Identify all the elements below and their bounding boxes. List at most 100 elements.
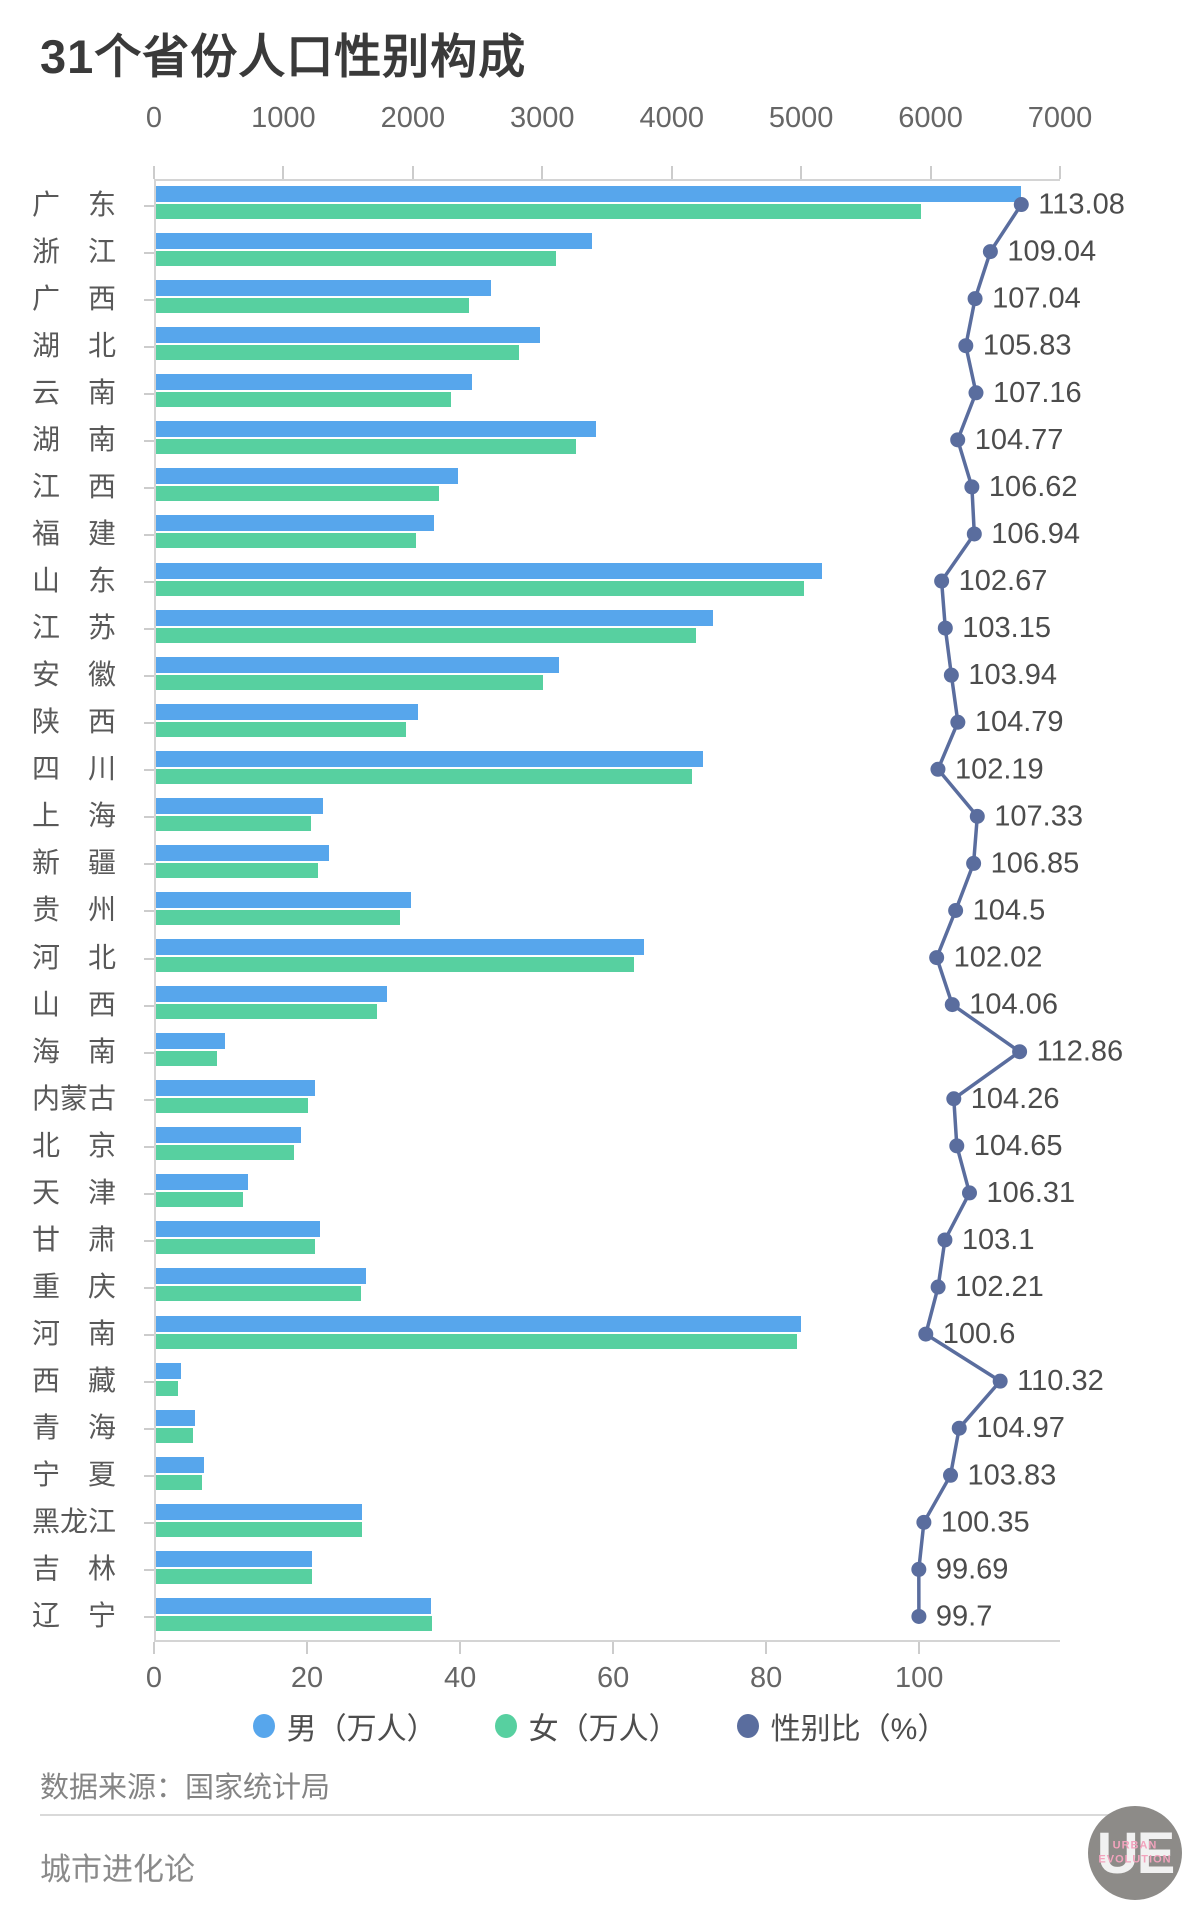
logo-caption: URBAN EVOLUTION	[1098, 1839, 1172, 1865]
province-label: 安 徽	[32, 659, 117, 691]
ratio-value-label: 99.7	[936, 1600, 992, 1632]
top-axis-tick-label: 1000	[251, 102, 316, 134]
male-bar	[156, 1315, 801, 1332]
male-bar	[156, 750, 704, 767]
province-label: 湖 南	[32, 423, 117, 455]
ratio-value-label: 102.19	[955, 753, 1044, 785]
province-label: 北 京	[32, 1129, 117, 1161]
province-label: 黑龙江	[32, 1506, 117, 1538]
ratio-dot	[961, 1185, 977, 1201]
male-bar	[156, 1456, 204, 1473]
top-axis-tick-label: 2000	[380, 102, 446, 134]
male-bar	[156, 562, 822, 579]
ratio-value-label: 100.35	[941, 1506, 1030, 1538]
female-bar	[156, 1521, 362, 1537]
male-bar	[156, 515, 434, 532]
chart-title: 31个省份人口性别构成	[40, 30, 527, 83]
province-row: 北 京	[32, 1122, 1062, 1169]
province-row: 湖 北	[32, 322, 1062, 369]
male-bar	[156, 421, 597, 438]
legend-dot-icon	[494, 1714, 517, 1738]
legend-dot-icon	[736, 1714, 759, 1738]
ratio-dot	[918, 1326, 934, 1342]
province-row: 西 藏	[32, 1358, 1062, 1405]
ratio-value-label: 106.85	[991, 847, 1080, 879]
male-bar	[156, 986, 387, 1003]
top-axis-tick	[411, 166, 414, 179]
female-bar	[156, 1051, 218, 1067]
bottom-axis-tick-label: 100	[894, 1662, 944, 1694]
province-label: 山 西	[32, 988, 117, 1020]
ratio-dot	[951, 1420, 967, 1436]
top-axis-tick	[800, 166, 803, 179]
province-label: 内蒙古	[32, 1082, 117, 1114]
female-bar	[156, 957, 634, 972]
ratio-dot	[966, 526, 982, 542]
female-bar	[156, 580, 805, 596]
province-row: 山 东	[32, 558, 1062, 605]
female-bar	[156, 674, 544, 690]
male-bar	[156, 844, 329, 861]
male-bar	[156, 609, 714, 626]
top-axis-tick	[929, 166, 932, 179]
ratio-dot	[937, 1232, 953, 1248]
female-bar	[156, 439, 576, 455]
ratio-dot	[950, 714, 966, 730]
ratio-line-layer: 113.08 109.04 107.04 105.83 107.16 104.77 106.…	[911, 189, 1125, 1632]
female-bar	[156, 1474, 202, 1490]
province-label: 宁 夏	[32, 1459, 117, 1491]
province-row: 浙 江	[32, 228, 1062, 275]
top-axis-tick	[1059, 166, 1061, 179]
legend-label: 女（万人）	[528, 1713, 679, 1746]
province-row: 贵 州	[32, 887, 1062, 934]
male-bar	[156, 1080, 315, 1097]
ratio-value-label: 104.5	[973, 895, 1046, 927]
province-label: 江 西	[32, 470, 117, 502]
female-bar	[156, 1286, 362, 1302]
ratio-value-label: 104.77	[975, 424, 1064, 456]
legend-dot-icon	[252, 1714, 275, 1738]
ratio-dot	[948, 903, 964, 918]
male-bar	[156, 280, 492, 297]
female-bar	[156, 815, 312, 831]
top-axis-tick-label: 0	[145, 102, 163, 134]
female-bar	[156, 1568, 313, 1584]
bottom-axis-tick	[306, 1642, 309, 1654]
ratio-value-label: 104.65	[974, 1130, 1063, 1162]
bottom-axis-tick-label: 40	[443, 1662, 477, 1694]
source-note: 数据来源：国家统计局	[40, 1772, 331, 1804]
top-axis-tick-label: 4000	[639, 102, 704, 134]
bottom-axis: 0 20 40 60 80 100	[146, 1640, 1060, 1700]
ratio-value-label: 106.31	[986, 1177, 1075, 1209]
province-label: 天 津	[32, 1176, 117, 1208]
province-row: 甘 肃	[32, 1216, 1062, 1263]
province-label: 西 藏	[32, 1365, 117, 1397]
ratio-dot	[950, 432, 966, 448]
ratio-value-label: 104.97	[976, 1412, 1065, 1444]
ratio-value-label: 103.15	[962, 612, 1051, 644]
province-label: 福 建	[32, 517, 117, 549]
male-bar	[156, 1409, 196, 1426]
bottom-axis-tick-label: 20	[290, 1662, 324, 1694]
female-bar	[156, 721, 406, 737]
ratio-value-label: 104.79	[975, 706, 1064, 738]
bottom-axis-tick	[153, 1642, 155, 1654]
ratio-value-label: 103.94	[968, 659, 1057, 691]
bottom-axis-tick-label: 0	[145, 1662, 163, 1694]
female-bar	[156, 627, 696, 643]
ratio-value-label: 107.16	[993, 377, 1082, 409]
province-row: 吉 林	[32, 1546, 1062, 1593]
province-label: 上 海	[32, 800, 117, 832]
ratio-value-label: 100.6	[943, 1318, 1016, 1350]
province-label: 浙 江	[32, 235, 117, 267]
province-label: 陕 西	[32, 706, 117, 738]
male-bar	[156, 1550, 312, 1567]
ratio-dot	[911, 1608, 927, 1624]
province-label: 河 北	[32, 941, 117, 973]
female-bar	[156, 1192, 243, 1208]
province-row: 江 西	[32, 463, 1062, 510]
ratio-value-label: 110.32	[1017, 1365, 1104, 1397]
province-label: 辽 宁	[32, 1600, 117, 1632]
ratio-dot	[934, 573, 950, 589]
